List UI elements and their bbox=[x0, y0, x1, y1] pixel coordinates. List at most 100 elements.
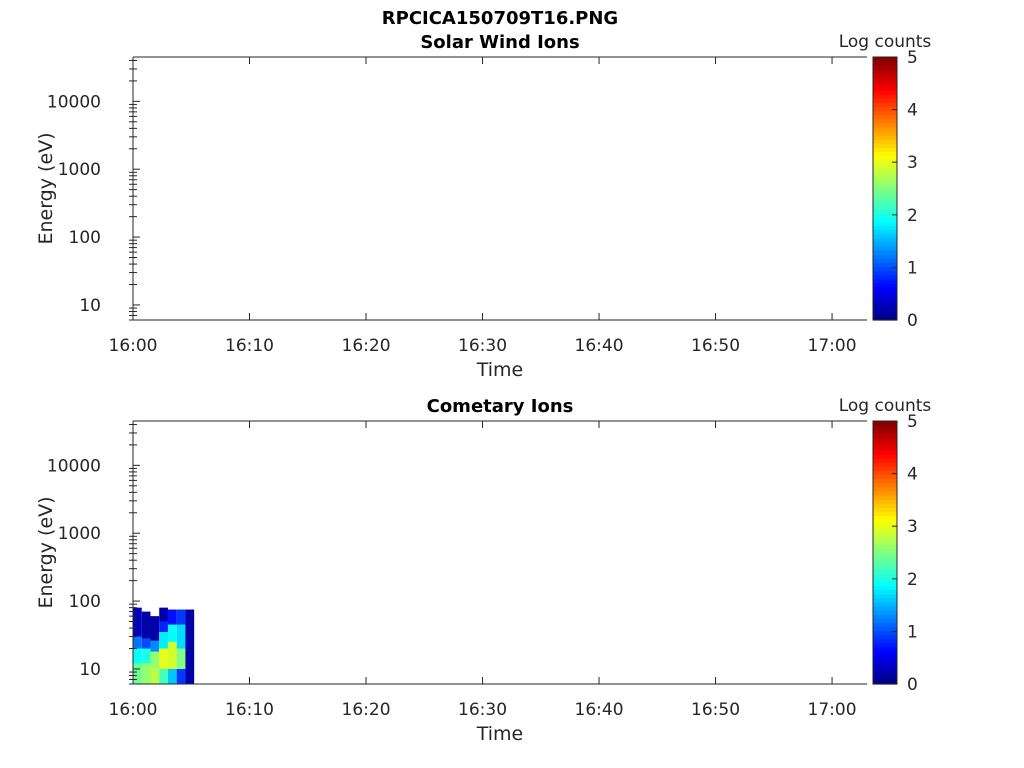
colorbar-segment bbox=[873, 659, 897, 665]
colorbar-segment bbox=[873, 441, 897, 447]
colorbar-segment bbox=[873, 196, 897, 202]
colorbar-segment bbox=[873, 126, 897, 132]
colorbar-segment bbox=[873, 163, 897, 169]
heatmap-cell bbox=[150, 616, 160, 641]
y-tick-label: 100 bbox=[69, 228, 101, 248]
colorbar-segment bbox=[873, 93, 897, 99]
colorbar-segment bbox=[873, 655, 897, 660]
colorbar-segment bbox=[873, 638, 897, 644]
colorbar-tick-label: 0 bbox=[907, 311, 918, 331]
colorbar-segment bbox=[873, 130, 897, 136]
colorbar-segment bbox=[873, 229, 897, 235]
colorbar-segment bbox=[873, 81, 897, 87]
colorbar-segment bbox=[873, 299, 897, 305]
colorbar-segment bbox=[873, 266, 897, 272]
colorbar-segment bbox=[873, 577, 897, 582]
colorbar-segment bbox=[873, 69, 897, 75]
x-tick-label: 16:40 bbox=[575, 336, 624, 356]
colorbar-segment bbox=[873, 544, 897, 549]
colorbar-segment bbox=[873, 593, 897, 599]
colorbar-segment bbox=[873, 519, 897, 525]
colorbar-segment bbox=[873, 499, 897, 504]
colorbar-segment bbox=[873, 167, 897, 173]
x-tick-label: 16:10 bbox=[225, 700, 274, 720]
colorbar-frame bbox=[872, 420, 898, 685]
colorbar-segment bbox=[873, 278, 897, 284]
colorbar-segment bbox=[873, 73, 897, 79]
colorbar-segment bbox=[873, 511, 897, 517]
colorbar-segment bbox=[873, 246, 897, 251]
colorbar-segment bbox=[873, 675, 897, 681]
colorbar-segment bbox=[873, 486, 897, 492]
colorbar-segment bbox=[873, 647, 897, 652]
y-axis-label: Energy (eV) bbox=[35, 132, 57, 244]
colorbar-segment bbox=[873, 118, 897, 124]
colorbar-segment bbox=[873, 679, 897, 685]
colorbar-segment bbox=[873, 507, 897, 513]
colorbar-segment bbox=[873, 482, 897, 488]
heatmap-cell bbox=[133, 636, 142, 649]
x-tick-label: 16:50 bbox=[691, 336, 740, 356]
panel-title: Solar Wind Ions bbox=[420, 32, 579, 53]
heatmap-cell bbox=[159, 621, 168, 633]
x-tick-label: 16:00 bbox=[109, 700, 158, 720]
colorbar-segment bbox=[873, 462, 897, 467]
colorbar-tick-label: 1 bbox=[907, 622, 918, 642]
colorbar-segment bbox=[873, 270, 897, 276]
y-axis-label: Energy (eV) bbox=[35, 496, 57, 608]
colorbar-segment bbox=[873, 237, 897, 243]
heatmap-cell bbox=[159, 607, 168, 622]
colorbar-segment bbox=[873, 651, 897, 656]
x-tick-label: 16:40 bbox=[575, 700, 624, 720]
x-axis-label: Time bbox=[476, 723, 524, 745]
colorbar-segment bbox=[873, 421, 897, 426]
colorbar-segment bbox=[873, 490, 897, 496]
x-tick-label: 16:30 bbox=[458, 336, 507, 356]
colorbar-label: Log counts bbox=[839, 396, 932, 416]
heatmap-cell bbox=[133, 607, 142, 637]
colorbar-segment bbox=[873, 192, 897, 198]
heatmap-cell bbox=[141, 648, 151, 664]
x-tick-label: 16:30 bbox=[458, 700, 507, 720]
colorbar-segment bbox=[873, 478, 897, 484]
heatmap-cell bbox=[185, 609, 195, 684]
colorbar-segment bbox=[873, 98, 897, 103]
y-tick-label: 10 bbox=[79, 660, 101, 680]
heatmap-cell bbox=[150, 640, 160, 652]
colorbar-segment bbox=[873, 315, 897, 321]
heatmap-cell bbox=[176, 648, 186, 669]
colorbar-segment bbox=[873, 151, 897, 157]
heatmap-cell bbox=[141, 638, 151, 649]
heatmap-cell bbox=[159, 632, 168, 649]
heatmap-cell bbox=[133, 663, 142, 684]
colorbar-segment bbox=[873, 667, 897, 673]
colorbar-segment bbox=[873, 437, 897, 443]
colorbar-tick-label: 1 bbox=[907, 258, 918, 278]
colorbar-segment bbox=[873, 114, 897, 120]
chart-panel: Solar Wind Ions 16:00 16:10 16:20 16:30 16:40… bbox=[35, 32, 931, 381]
heatmap-cell bbox=[176, 668, 186, 684]
colorbar-segment bbox=[873, 204, 897, 210]
colorbar-segment bbox=[873, 457, 897, 463]
colorbar-segment bbox=[873, 283, 897, 288]
colorbar-segment bbox=[873, 560, 897, 566]
colorbar-segment bbox=[873, 135, 897, 140]
colorbar-segment bbox=[873, 540, 897, 545]
colorbar-segment bbox=[873, 552, 897, 558]
colorbar-segment bbox=[873, 581, 897, 586]
colorbar-segment bbox=[873, 307, 897, 313]
y-tick-label: 10000 bbox=[47, 92, 101, 112]
colorbar-tick-label: 3 bbox=[907, 153, 918, 173]
y-tick-label: 10000 bbox=[47, 456, 101, 476]
colorbar-segment bbox=[873, 614, 897, 619]
colorbar-segment bbox=[873, 536, 897, 541]
colorbar-segment bbox=[873, 474, 897, 480]
colorbar-segment bbox=[873, 106, 897, 112]
colorbar-tick-label: 5 bbox=[907, 412, 918, 432]
colorbar-segment bbox=[873, 303, 897, 309]
heatmap-cell bbox=[150, 651, 160, 669]
colorbar-tick-label: 4 bbox=[907, 465, 918, 485]
colorbar-segment bbox=[873, 466, 897, 471]
colorbar-segment bbox=[873, 605, 897, 611]
